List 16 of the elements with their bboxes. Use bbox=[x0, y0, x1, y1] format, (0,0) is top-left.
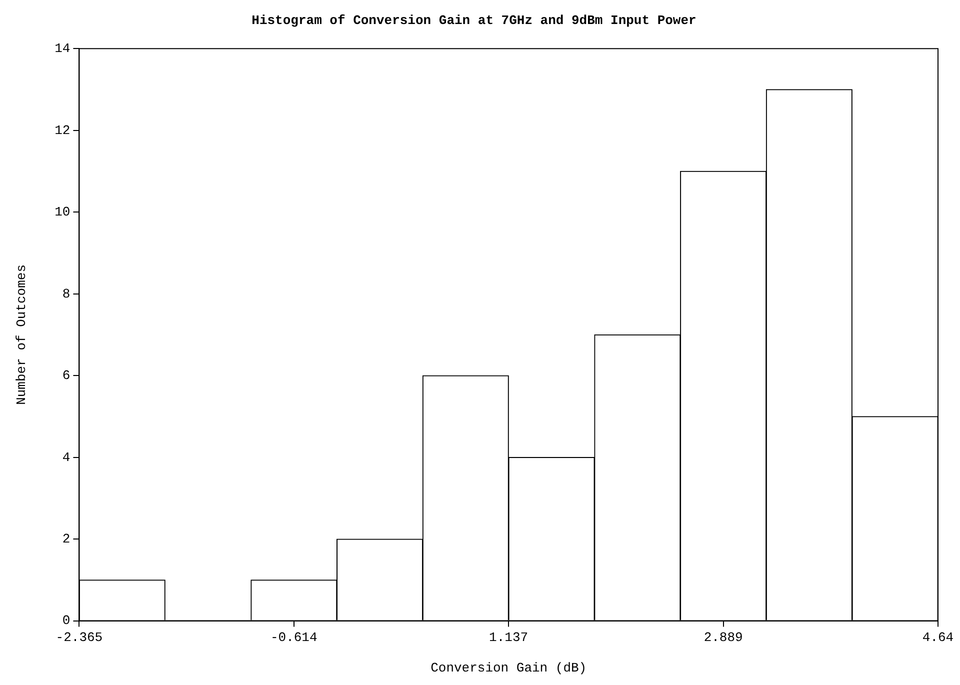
x-tick-label: 1.137 bbox=[489, 630, 528, 646]
x-tick-label: 2.889 bbox=[704, 630, 743, 646]
y-tick-label: 8 bbox=[62, 286, 70, 302]
y-tick-label: 10 bbox=[54, 204, 70, 220]
x-axis-title: Conversion Gain (dB) bbox=[430, 660, 587, 676]
x-tick-label: -2.365 bbox=[56, 630, 103, 646]
y-axis-title: Number of Outcomes bbox=[14, 264, 30, 405]
y-tick-label: 0 bbox=[62, 613, 70, 628]
y-tick-label: 4 bbox=[62, 450, 70, 465]
y-tick-label: 12 bbox=[54, 122, 70, 138]
y-tick-label: 6 bbox=[62, 368, 70, 384]
x-tick-label: -0.614 bbox=[270, 630, 318, 646]
y-tick-label: 14 bbox=[54, 41, 70, 56]
y-tick-label: 2 bbox=[62, 531, 70, 546]
chart-title: Histogram of Conversion Gain at 7GHz and 9dBm Input Power bbox=[252, 13, 696, 28]
x-tick-label: 4.64 bbox=[922, 630, 954, 646]
